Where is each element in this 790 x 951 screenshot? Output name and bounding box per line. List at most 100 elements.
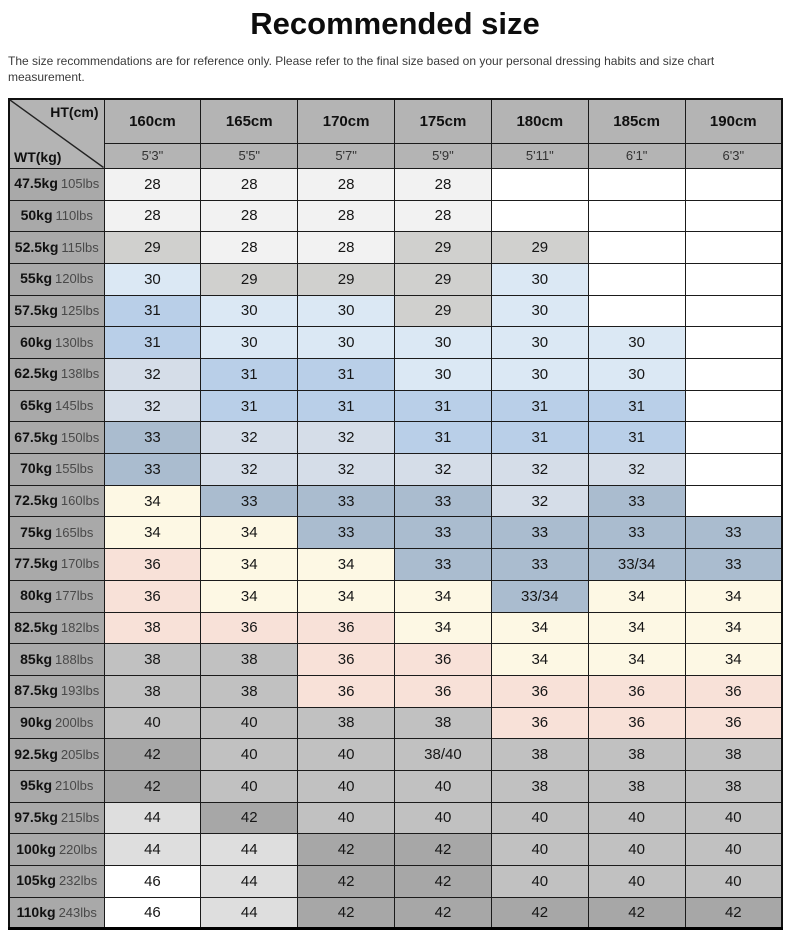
row-label-kg: 57.5kg bbox=[14, 301, 58, 318]
size-cell: 33 bbox=[103, 453, 202, 486]
row-label-lbs: 160lbs bbox=[60, 493, 100, 509]
row-label: 50kg 110lbs bbox=[8, 199, 105, 233]
size-cell: 42 bbox=[394, 833, 492, 866]
size-cell: 36 bbox=[490, 674, 589, 708]
empty-cell bbox=[587, 231, 686, 264]
empty-cell bbox=[684, 167, 783, 201]
empty-cell bbox=[684, 199, 783, 233]
table-row: 67.5kg 150lbs 33 32 32 31 31 31 bbox=[8, 421, 783, 455]
size-cell: 29 bbox=[490, 231, 589, 264]
row-label: 57.5kg 125lbs bbox=[8, 294, 105, 328]
size-cell: 30 bbox=[490, 358, 589, 391]
row-label: 65kg 145lbs bbox=[8, 389, 105, 423]
size-cell: 31 bbox=[103, 326, 202, 359]
row-label-lbs: 243lbs bbox=[58, 904, 97, 920]
row-label-kg: 52.5kg bbox=[14, 238, 59, 255]
size-cell: 40 bbox=[297, 738, 396, 771]
size-cell: 36 bbox=[103, 579, 202, 613]
size-cell: 34 bbox=[394, 579, 492, 613]
row-label-kg: 110kg bbox=[16, 903, 56, 920]
corner-label-height: HT(cm) bbox=[50, 104, 99, 121]
size-cell: 28 bbox=[200, 231, 299, 264]
size-cell: 40 bbox=[490, 833, 589, 866]
size-cell: 28 bbox=[394, 199, 492, 233]
header-row-ft: 5'3" 5'5" 5'7" 5'9" 5'11" 6'1" 6'3" bbox=[9, 142, 783, 169]
row-label-lbs: 105lbs bbox=[60, 176, 100, 192]
size-cell: 38 bbox=[200, 674, 299, 708]
size-cell: 29 bbox=[103, 231, 202, 264]
size-table-body: 47.5kg 105lbs 28 28 28 28 50kg 110lbs 28 28 28 28 52… bbox=[8, 167, 783, 930]
row-label-lbs: 205lbs bbox=[60, 746, 100, 762]
size-cell: 29 bbox=[200, 262, 299, 296]
size-cell: 34 bbox=[297, 579, 396, 613]
row-label: 85kg 188lbs bbox=[8, 643, 105, 676]
row-label-lbs: 155lbs bbox=[55, 461, 94, 477]
size-cell: 44 bbox=[103, 801, 202, 835]
size-cell: 31 bbox=[587, 421, 686, 455]
size-cell: 33 bbox=[587, 516, 686, 550]
size-cell: 32 bbox=[297, 453, 396, 486]
table-row: 57.5kg 125lbs 31 30 30 29 30 bbox=[8, 294, 783, 328]
table-row: 100kg 220lbs 44 44 42 42 40 40 40 bbox=[8, 833, 783, 866]
table-row: 90kg 200lbs 40 40 38 38 36 36 36 bbox=[8, 706, 783, 740]
row-label-kg: 80kg bbox=[20, 587, 53, 604]
row-label: 87.5kg 193lbs bbox=[8, 674, 105, 708]
row-label: 62.5kg 138lbs bbox=[8, 358, 105, 391]
row-label-lbs: 188lbs bbox=[55, 651, 94, 667]
empty-cell bbox=[684, 358, 783, 391]
size-cell: 38 bbox=[200, 643, 299, 676]
row-label-kg: 100kg bbox=[16, 840, 56, 857]
row-label: 77.5kg 170lbs bbox=[8, 548, 105, 581]
size-cell: 34 bbox=[394, 611, 492, 645]
size-cell: 30 bbox=[490, 262, 589, 296]
empty-cell bbox=[587, 294, 686, 328]
row-label-lbs: 182lbs bbox=[60, 619, 100, 635]
size-cell: 40 bbox=[394, 769, 492, 803]
size-cell: 33 bbox=[394, 516, 492, 550]
col-header-ft-1: 5'3" bbox=[103, 142, 202, 169]
size-cell: 40 bbox=[103, 706, 202, 740]
size-cell: 36 bbox=[684, 674, 783, 708]
table-row: 105kg 232lbs 46 44 42 42 40 40 40 bbox=[8, 865, 783, 898]
size-cell: 42 bbox=[684, 896, 783, 930]
table-row: 47.5kg 105lbs 28 28 28 28 bbox=[8, 167, 783, 201]
size-cell: 36 bbox=[394, 674, 492, 708]
row-label-kg: 97.5kg bbox=[14, 808, 58, 825]
table-row: 50kg 110lbs 28 28 28 28 bbox=[8, 199, 783, 233]
disclaimer-text: The size recommendations are for referen… bbox=[8, 54, 715, 85]
size-cell: 28 bbox=[200, 167, 299, 201]
row-label-kg: 55kg bbox=[20, 270, 53, 287]
table-row: 75kg 165lbs 34 34 33 33 33 33 33 bbox=[8, 516, 783, 550]
corner-diagonal-line bbox=[10, 100, 104, 168]
row-label-lbs: 165lbs bbox=[55, 524, 94, 540]
size-cell: 36 bbox=[587, 674, 686, 708]
size-cell: 32 bbox=[200, 453, 299, 486]
size-cell: 30 bbox=[297, 326, 396, 359]
size-cell: 40 bbox=[684, 801, 783, 835]
size-cell: 30 bbox=[490, 326, 589, 359]
empty-cell bbox=[587, 167, 686, 201]
row-label-kg: 82.5kg bbox=[14, 618, 58, 635]
row-label-lbs: 210lbs bbox=[55, 778, 94, 794]
size-cell: 33 bbox=[490, 548, 589, 581]
size-cell: 42 bbox=[587, 896, 686, 930]
row-label: 67.5kg 150lbs bbox=[8, 421, 105, 455]
table-row: 85kg 188lbs 38 38 36 36 34 34 34 bbox=[8, 643, 783, 676]
size-cell: 40 bbox=[490, 865, 589, 898]
size-cell: 33 bbox=[200, 484, 299, 518]
size-cell: 40 bbox=[200, 738, 299, 771]
size-cell: 38 bbox=[587, 738, 686, 771]
size-cell: 38 bbox=[103, 611, 202, 645]
size-cell: 42 bbox=[103, 769, 202, 803]
row-label: 52.5kg 115lbs bbox=[8, 231, 105, 264]
size-cell: 30 bbox=[297, 294, 396, 328]
size-cell: 31 bbox=[200, 358, 299, 391]
size-cell: 34 bbox=[684, 611, 783, 645]
size-cell: 28 bbox=[103, 167, 202, 201]
table-row: 52.5kg 115lbs 29 28 28 29 29 bbox=[8, 231, 783, 264]
size-cell: 46 bbox=[103, 896, 202, 930]
size-cell: 34 bbox=[103, 516, 202, 550]
row-label: 100kg 220lbs bbox=[8, 833, 105, 866]
row-label: 80kg 177lbs bbox=[8, 579, 105, 613]
size-cell: 40 bbox=[587, 801, 686, 835]
